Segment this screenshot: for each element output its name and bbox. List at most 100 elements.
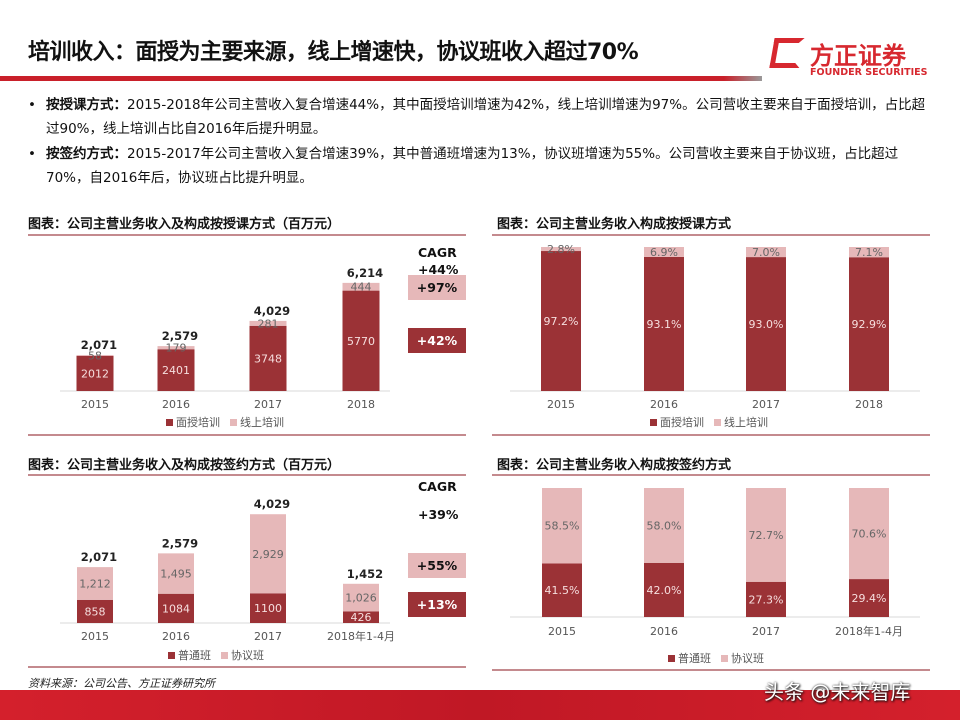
- chart1-x-tick-label: 2018: [347, 398, 375, 411]
- chart1-x-tick-label: 2016: [162, 398, 190, 411]
- chart1-cagr-online: +97%: [408, 275, 466, 300]
- chart1-bar-dark: [342, 290, 380, 391]
- chart1-data-label: 281: [258, 317, 279, 330]
- chart4-bar-dark: [644, 562, 684, 617]
- chart3-data-label: 1,495: [160, 568, 192, 581]
- bullet-text: 2015-2017年公司主营收入复合增速39%，其中普通班增速为13%，协议班增…: [46, 146, 899, 186]
- chart3-data-label: 2,929: [252, 548, 284, 561]
- legend-swatch-icon: [166, 419, 173, 426]
- chart3-data-label: 1100: [254, 602, 282, 615]
- chart1-total-label: 6,214: [347, 266, 383, 280]
- chart1-data-label: 444: [351, 281, 372, 294]
- chart4-x-tick-label: 2018年1-4月: [835, 624, 903, 638]
- chart2-legend: 面授培训 线上培训: [650, 414, 768, 430]
- bullet-dot-icon: •: [28, 97, 36, 113]
- chart4-legend: 普通班 协议班: [668, 650, 764, 666]
- chart3-total-label: 2,071: [81, 550, 117, 564]
- chart1-data-label: 3748: [254, 352, 282, 365]
- chart1-x-tick-label: 2017: [254, 398, 282, 411]
- chart3-cagr-regular: +13%: [408, 592, 466, 617]
- chart4-data-label: 42.0%: [647, 584, 682, 597]
- chart1-data-label: 2401: [162, 364, 190, 377]
- legend-label: 普通班: [178, 649, 211, 662]
- chart4-title: 图表：公司主营业务收入构成按签约方式: [497, 458, 732, 473]
- legend-label: 普通班: [678, 652, 711, 665]
- chart1-bottom-rule: [28, 434, 466, 436]
- chart1-total-label: 2,071: [81, 338, 117, 352]
- bullet-label: 按签约方式：: [46, 146, 127, 162]
- footer-band: [0, 690, 960, 720]
- chart1-bar-dark: [76, 355, 114, 391]
- chart2-data-label: 6.9%: [650, 246, 678, 259]
- source-note: 资料来源：公司公告、方正证券研究所: [28, 677, 215, 690]
- legend-label: 协议班: [231, 649, 264, 662]
- chart1-bar-dark: [249, 325, 287, 391]
- chart2-bar-dark: [541, 251, 581, 391]
- chart3-x-tick-label: 2016: [162, 630, 190, 643]
- chart4-bar-light: [542, 488, 582, 564]
- legend-label: 线上培训: [240, 416, 284, 429]
- legend-label: 面授培训: [660, 416, 704, 429]
- bullet-label: 按授课方式：: [46, 97, 127, 113]
- chart3-top-rule: [28, 474, 466, 476]
- chart2-data-label: 2.8%: [547, 243, 575, 256]
- chart1-bar-light: [157, 346, 195, 350]
- chart4-bottom-rule: [492, 669, 930, 671]
- chart3-x-tick-label: 2017: [254, 630, 282, 643]
- chart2-bar-light: [644, 247, 684, 257]
- legend-swatch-icon: [721, 655, 728, 662]
- chart2-bar-light: [849, 247, 889, 258]
- title-underline: [0, 76, 762, 81]
- chart1-x-tick-label: 2015: [81, 398, 109, 411]
- chart1-total-label: 4,029: [254, 304, 290, 318]
- chart3-cagr-label: CAGR: [418, 479, 457, 494]
- chart3-legend: 普通班 协议班: [168, 647, 264, 663]
- chart3-bar-dark: [77, 599, 113, 623]
- chart2-x-tick-label: 2016: [650, 398, 678, 411]
- chart4-bar-dark: [849, 579, 889, 617]
- chart3-data-label: 1,026: [345, 592, 377, 605]
- chart3-data-label: 858: [85, 605, 106, 618]
- chart3-data-label: 1084: [162, 602, 190, 615]
- legend-item: 面授培训: [166, 414, 220, 430]
- chart4-bar-light: [746, 488, 786, 582]
- legend-item: 普通班: [668, 650, 711, 666]
- chart4-data-label: 58.0%: [647, 519, 682, 532]
- legend-item: 协议班: [221, 647, 264, 663]
- chart3-bar-dark: [158, 593, 194, 623]
- chart4-bar-light: [644, 488, 684, 563]
- chart1-data-label: 179: [166, 342, 187, 355]
- legend-swatch-icon: [221, 652, 228, 659]
- chart2-data-label: 97.2%: [544, 315, 579, 328]
- chart3-bar-light: [250, 514, 286, 594]
- chart1-cagr-offline: +42%: [408, 328, 466, 353]
- legend-swatch-icon: [650, 419, 657, 426]
- chart3-total-label: 1,452: [347, 567, 383, 581]
- chart1-legend: 面授培训 线上培训: [166, 414, 284, 430]
- legend-swatch-icon: [714, 419, 721, 426]
- legend-swatch-icon: [168, 652, 175, 659]
- legend-label: 面授培训: [176, 416, 220, 429]
- legend-item: 线上培训: [714, 414, 768, 430]
- chart2-bar-light: [541, 247, 581, 252]
- chart1-cagr-label: CAGR: [418, 245, 457, 260]
- chart4-bar-dark: [746, 581, 786, 617]
- chart1-data-label: 58: [88, 349, 102, 362]
- chart3-total-label: 2,579: [162, 536, 198, 550]
- chart3-bar-dark: [343, 611, 379, 623]
- chart3-data-label: 1,212: [79, 577, 111, 590]
- chart2-data-label: 7.1%: [855, 246, 883, 259]
- legend-item: 面授培训: [650, 414, 704, 430]
- chart4-x-tick-label: 2016: [650, 625, 678, 638]
- bullet-text: 2015-2018年公司主营收入复合增速44%，其中面授培训增速为42%，线上培…: [46, 97, 926, 137]
- chart3-bar-light: [343, 583, 379, 612]
- chart2-x-tick-label: 2017: [752, 398, 780, 411]
- watermark: 头条 @未来智库: [764, 680, 911, 704]
- chart1-bar-light: [76, 354, 114, 356]
- chart4-data-label: 72.7%: [749, 529, 784, 542]
- chart1-top-rule: [28, 234, 466, 236]
- chart3-cagr-total: +39%: [418, 507, 459, 522]
- chart1-cagr-total: +44%: [418, 262, 459, 277]
- chart2-data-label: 93.0%: [749, 318, 784, 331]
